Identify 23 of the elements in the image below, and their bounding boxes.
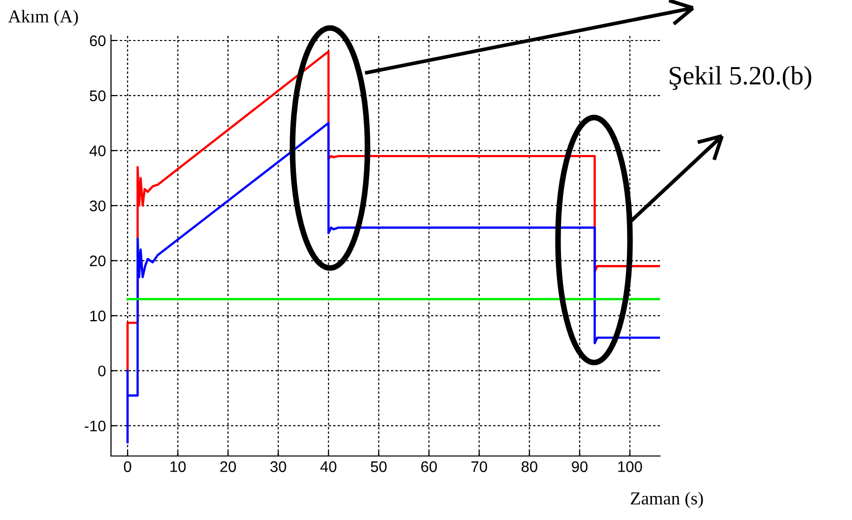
x-tick-label: 30 [270,461,286,472]
y-tick-label: 10 [90,310,106,322]
x-tick-label: 0 [124,461,132,472]
text: Şekil 5.20.(b) [670,66,812,90]
x-axis-title: Zaman (s) [630,492,703,508]
line-series [126,122,660,444]
y-tick-label: -10 [84,420,106,432]
y-tick-label: 60 [90,35,106,46]
x-tick-label: 20 [220,461,236,472]
x-tick-label: 90 [572,461,588,472]
x-tick-label: 80 [522,461,538,472]
y-tick-label: 20 [90,256,106,266]
y-tick-label: 50 [90,90,106,102]
y-tick-label: 40 [90,145,106,156]
x-tick-label: 50 [370,461,387,472]
x-tick-label: 100 [618,461,642,472]
y-tick-label: 30 [90,200,106,212]
y-axis-title: Akım (A) [8,10,78,26]
x-tick-label: 60 [421,461,437,472]
x-tick-label: 70 [471,461,488,472]
x-tick-label: 40 [320,461,336,472]
y-tick-label: 0 [98,366,106,376]
x-tick-label: 10 [170,461,186,472]
